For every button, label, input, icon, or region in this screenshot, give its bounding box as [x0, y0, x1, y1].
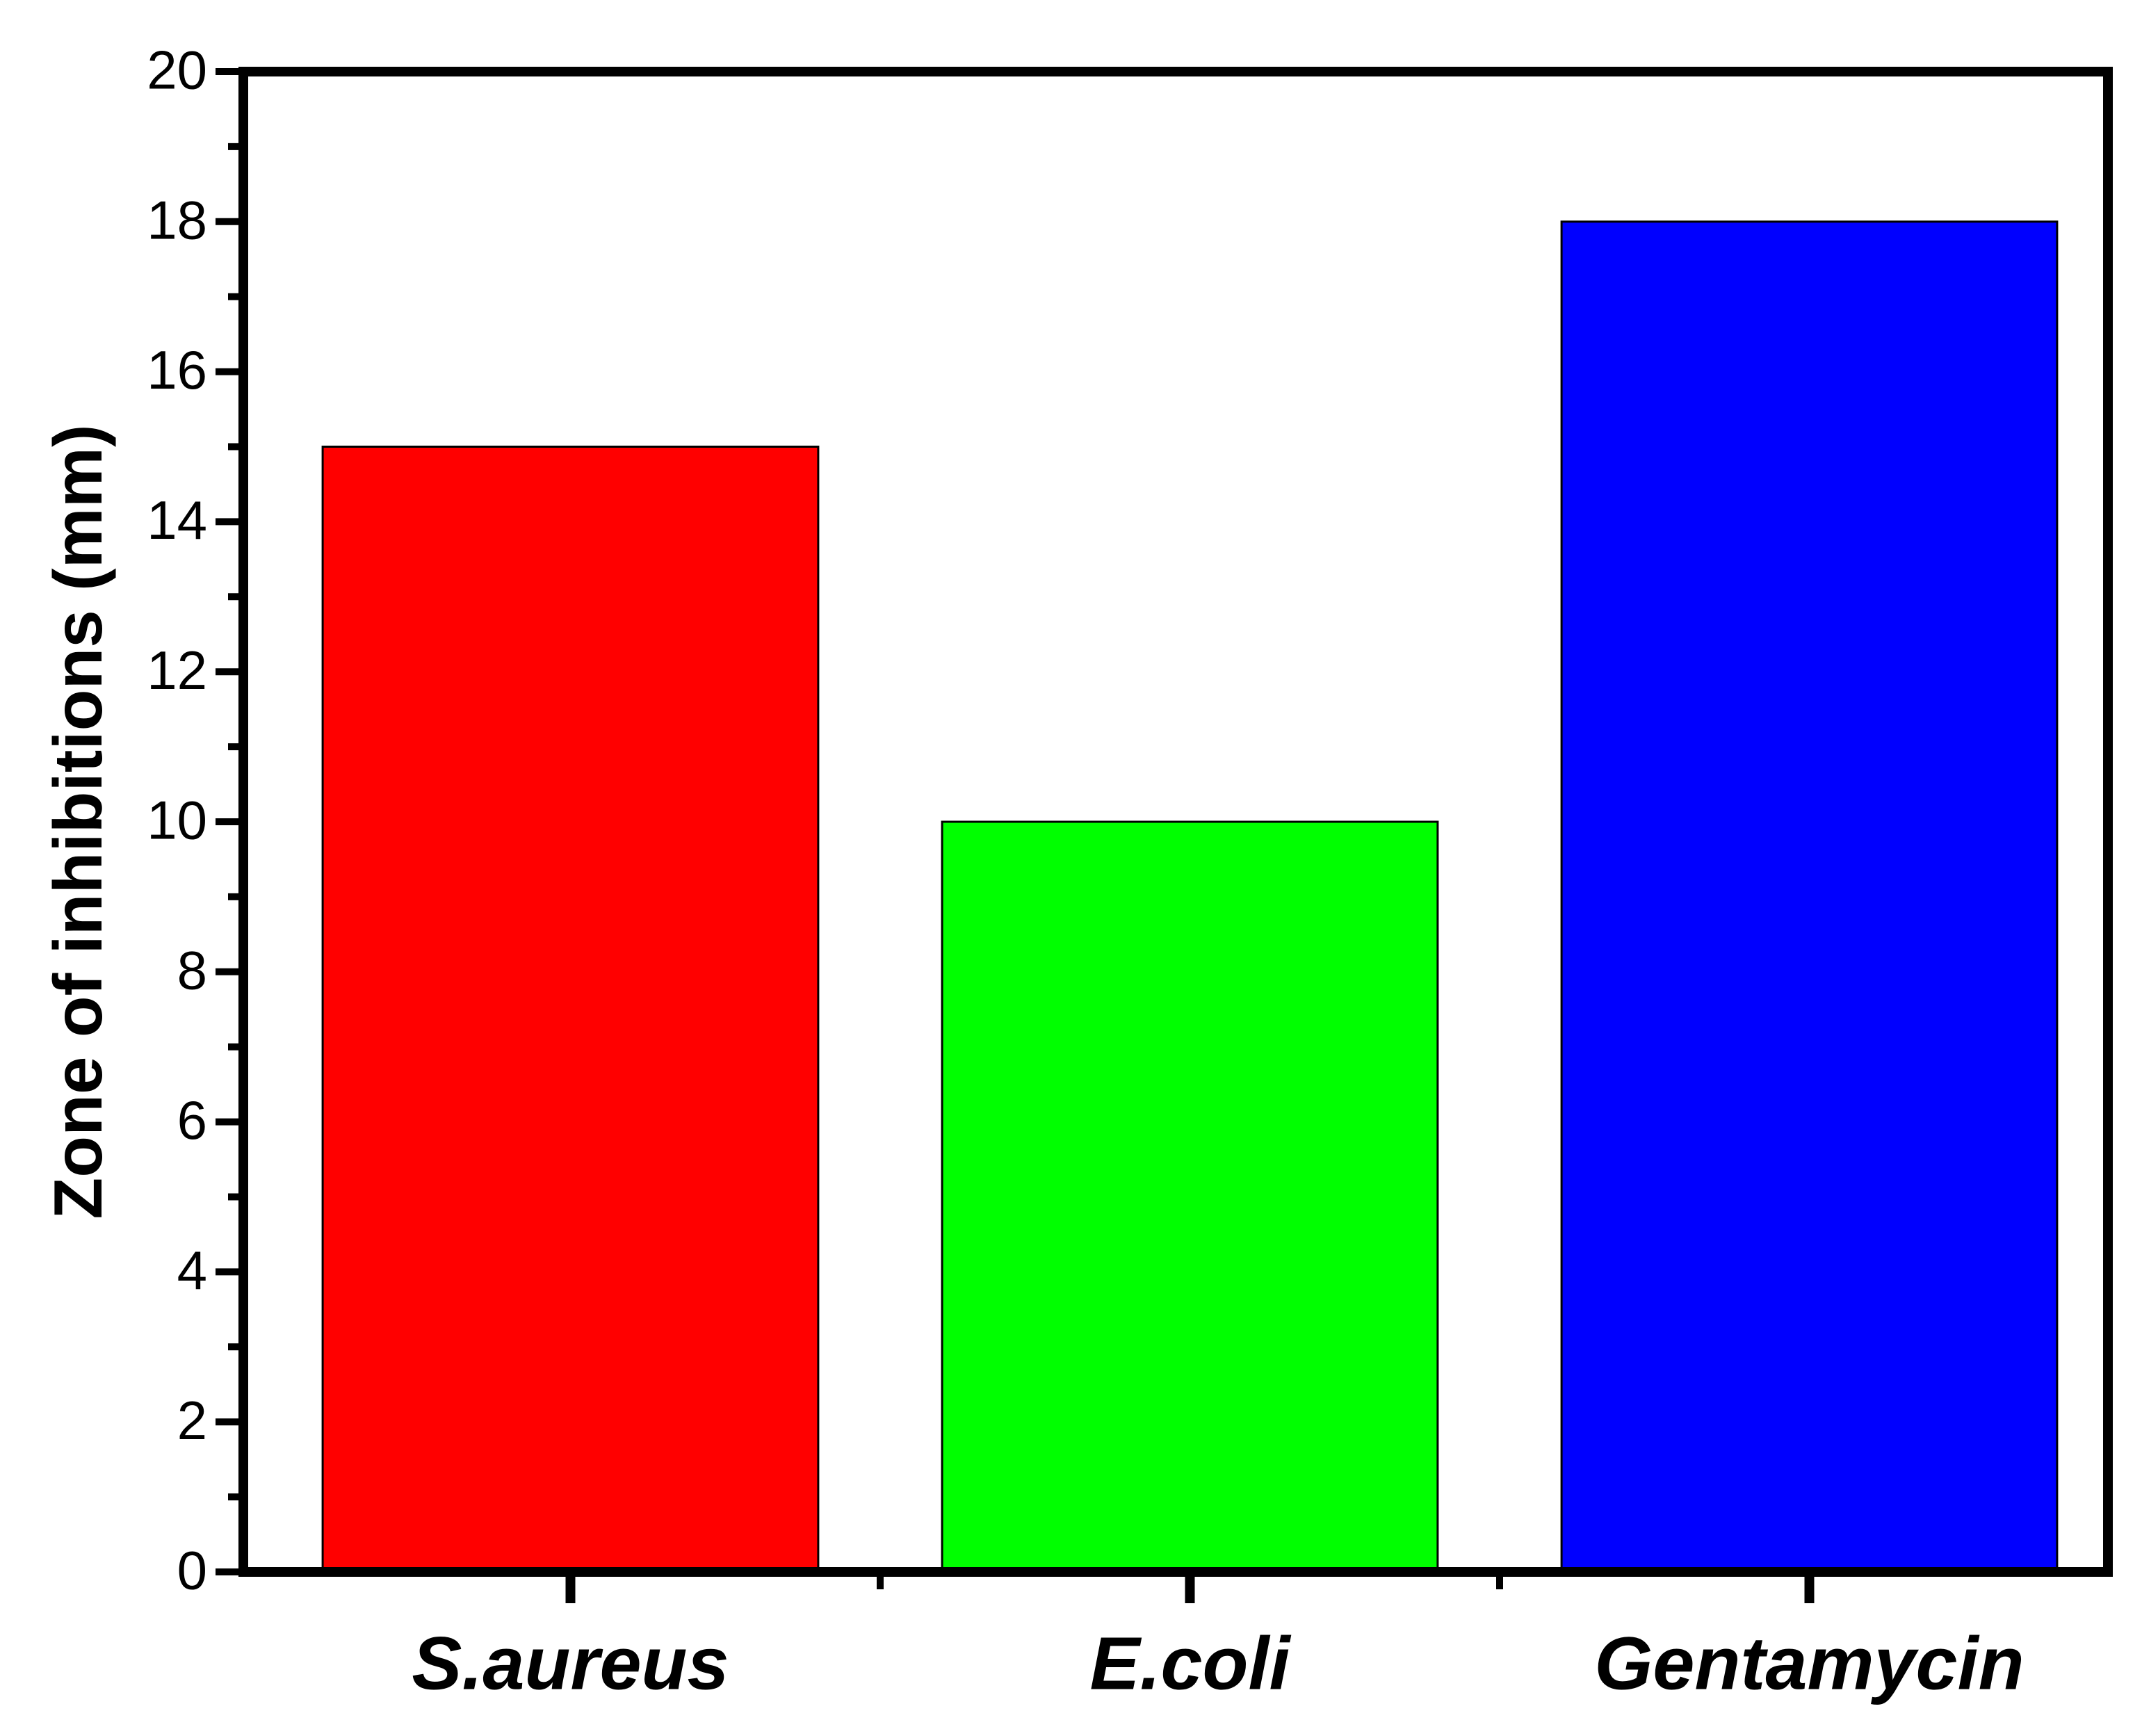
y-tick-label: 4 — [177, 1240, 207, 1301]
y-tick-label: 12 — [147, 640, 207, 701]
plot-frame — [238, 67, 2113, 1577]
y-tick-label: 2 — [177, 1390, 207, 1451]
y-axis-title: Zone of inhibitions (mm) — [40, 424, 116, 1219]
bar — [1560, 220, 2059, 1573]
bar — [941, 820, 1439, 1573]
y-tick-label: 14 — [147, 489, 207, 551]
y-tick-label: 16 — [147, 339, 207, 400]
x-tick-label: S.aureus — [412, 1621, 729, 1705]
y-tick-label: 6 — [177, 1089, 207, 1151]
x-tick-label: E.coli — [1089, 1621, 1291, 1705]
y-tick-label: 0 — [177, 1540, 207, 1601]
y-tick-label: 20 — [147, 40, 207, 101]
y-tick-label: 8 — [177, 939, 207, 1000]
bar — [321, 446, 820, 1573]
y-tick-label: 18 — [147, 189, 207, 250]
x-tick-label: Gentamycin — [1594, 1621, 2024, 1705]
y-tick-label: 10 — [147, 790, 207, 851]
